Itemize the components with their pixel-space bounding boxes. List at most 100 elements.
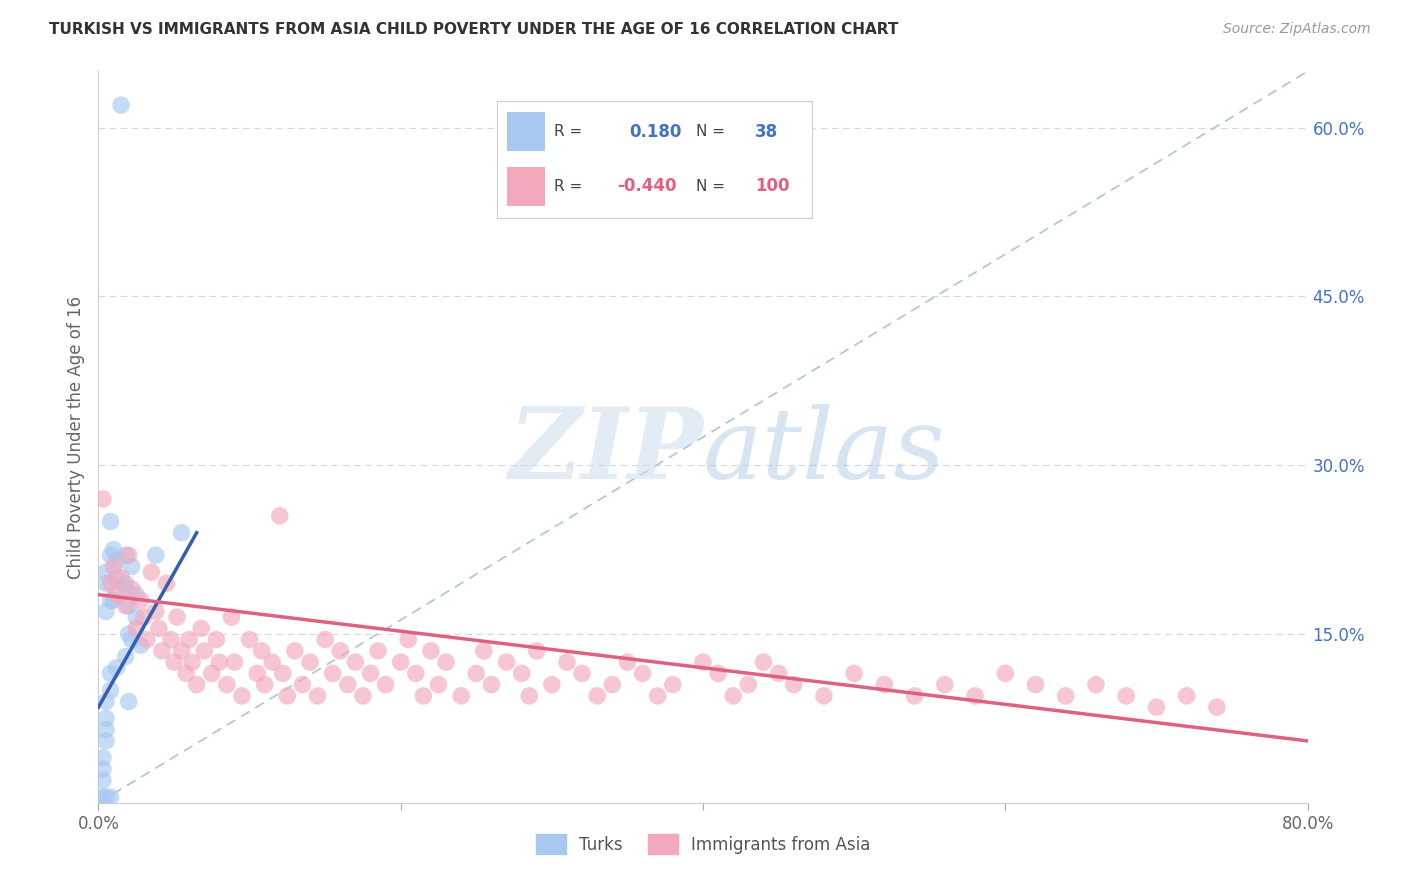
Point: [1115, 689, 1137, 703]
Point: [103, 559, 125, 574]
Point: [155, 576, 177, 591]
Point: [1175, 689, 1198, 703]
Point: [100, 683, 122, 698]
Point: [737, 678, 759, 692]
Point: [132, 610, 155, 624]
Point: [783, 678, 806, 692]
Point: [495, 655, 517, 669]
Text: atlas: atlas: [703, 404, 946, 500]
Point: [314, 632, 336, 647]
Point: [352, 689, 374, 703]
Point: [540, 678, 562, 692]
Point: [723, 689, 745, 703]
Point: [114, 599, 136, 613]
Point: [616, 655, 638, 669]
Point: [329, 644, 352, 658]
Point: [94, 711, 117, 725]
Point: [307, 689, 329, 703]
Point: [224, 655, 246, 669]
Point: [193, 644, 215, 658]
Point: [103, 593, 125, 607]
Point: [405, 666, 427, 681]
Point: [246, 666, 269, 681]
Point: [135, 632, 157, 647]
Point: [367, 644, 389, 658]
Point: [105, 571, 128, 585]
Point: [253, 678, 276, 692]
Point: [813, 689, 835, 703]
Point: [602, 678, 624, 692]
Point: [844, 666, 866, 681]
Point: [1024, 678, 1046, 692]
Point: [517, 689, 540, 703]
Point: [465, 666, 488, 681]
Point: [94, 734, 117, 748]
Point: [412, 689, 434, 703]
Point: [752, 655, 775, 669]
Point: [427, 678, 450, 692]
Point: [555, 655, 578, 669]
Point: [299, 655, 322, 669]
Point: [344, 655, 367, 669]
Point: [118, 627, 141, 641]
Point: [170, 644, 193, 658]
Point: [121, 559, 143, 574]
Point: [873, 678, 896, 692]
Point: [91, 790, 114, 805]
Point: [114, 576, 136, 591]
Point: [250, 644, 273, 658]
Point: [166, 610, 188, 624]
Point: [105, 554, 128, 568]
Point: [94, 565, 117, 579]
Point: [231, 689, 253, 703]
Point: [965, 689, 987, 703]
Point: [110, 98, 132, 112]
Point: [118, 548, 141, 562]
Point: [271, 666, 294, 681]
Point: [201, 666, 224, 681]
Point: [145, 605, 167, 619]
Point: [100, 576, 122, 591]
Point: [239, 632, 262, 647]
Point: [631, 666, 654, 681]
Point: [647, 689, 669, 703]
Point: [91, 491, 114, 506]
Point: [121, 632, 143, 647]
Point: [94, 605, 117, 619]
Point: [360, 666, 382, 681]
Point: [291, 678, 314, 692]
Point: [129, 638, 152, 652]
Point: [179, 632, 201, 647]
Text: ZIP: ZIP: [508, 403, 703, 500]
Point: [125, 621, 148, 635]
Point: [100, 790, 122, 805]
Point: [692, 655, 714, 669]
Point: [114, 548, 136, 562]
Point: [125, 588, 148, 602]
Point: [91, 751, 114, 765]
Point: [94, 723, 117, 737]
Point: [91, 762, 114, 776]
Point: [148, 621, 170, 635]
Point: [1206, 700, 1229, 714]
Point: [114, 649, 136, 664]
Point: [221, 610, 243, 624]
Point: [481, 678, 503, 692]
Text: TURKISH VS IMMIGRANTS FROM ASIA CHILD POVERTY UNDER THE AGE OF 16 CORRELATION CH: TURKISH VS IMMIGRANTS FROM ASIA CHILD PO…: [49, 22, 898, 37]
Point: [91, 773, 114, 788]
Point: [269, 508, 291, 523]
Y-axis label: Child Poverty Under the Age of 16: Child Poverty Under the Age of 16: [66, 295, 84, 579]
Point: [472, 644, 495, 658]
Point: [374, 678, 396, 692]
Point: [661, 678, 683, 692]
Point: [215, 678, 238, 692]
Point: [420, 644, 443, 658]
Point: [105, 588, 128, 602]
Point: [1144, 700, 1167, 714]
Point: [181, 655, 204, 669]
Point: [186, 678, 208, 692]
Point: [160, 632, 183, 647]
Point: [205, 632, 228, 647]
Text: Source: ZipAtlas.com: Source: ZipAtlas.com: [1223, 22, 1371, 37]
Point: [121, 582, 143, 596]
